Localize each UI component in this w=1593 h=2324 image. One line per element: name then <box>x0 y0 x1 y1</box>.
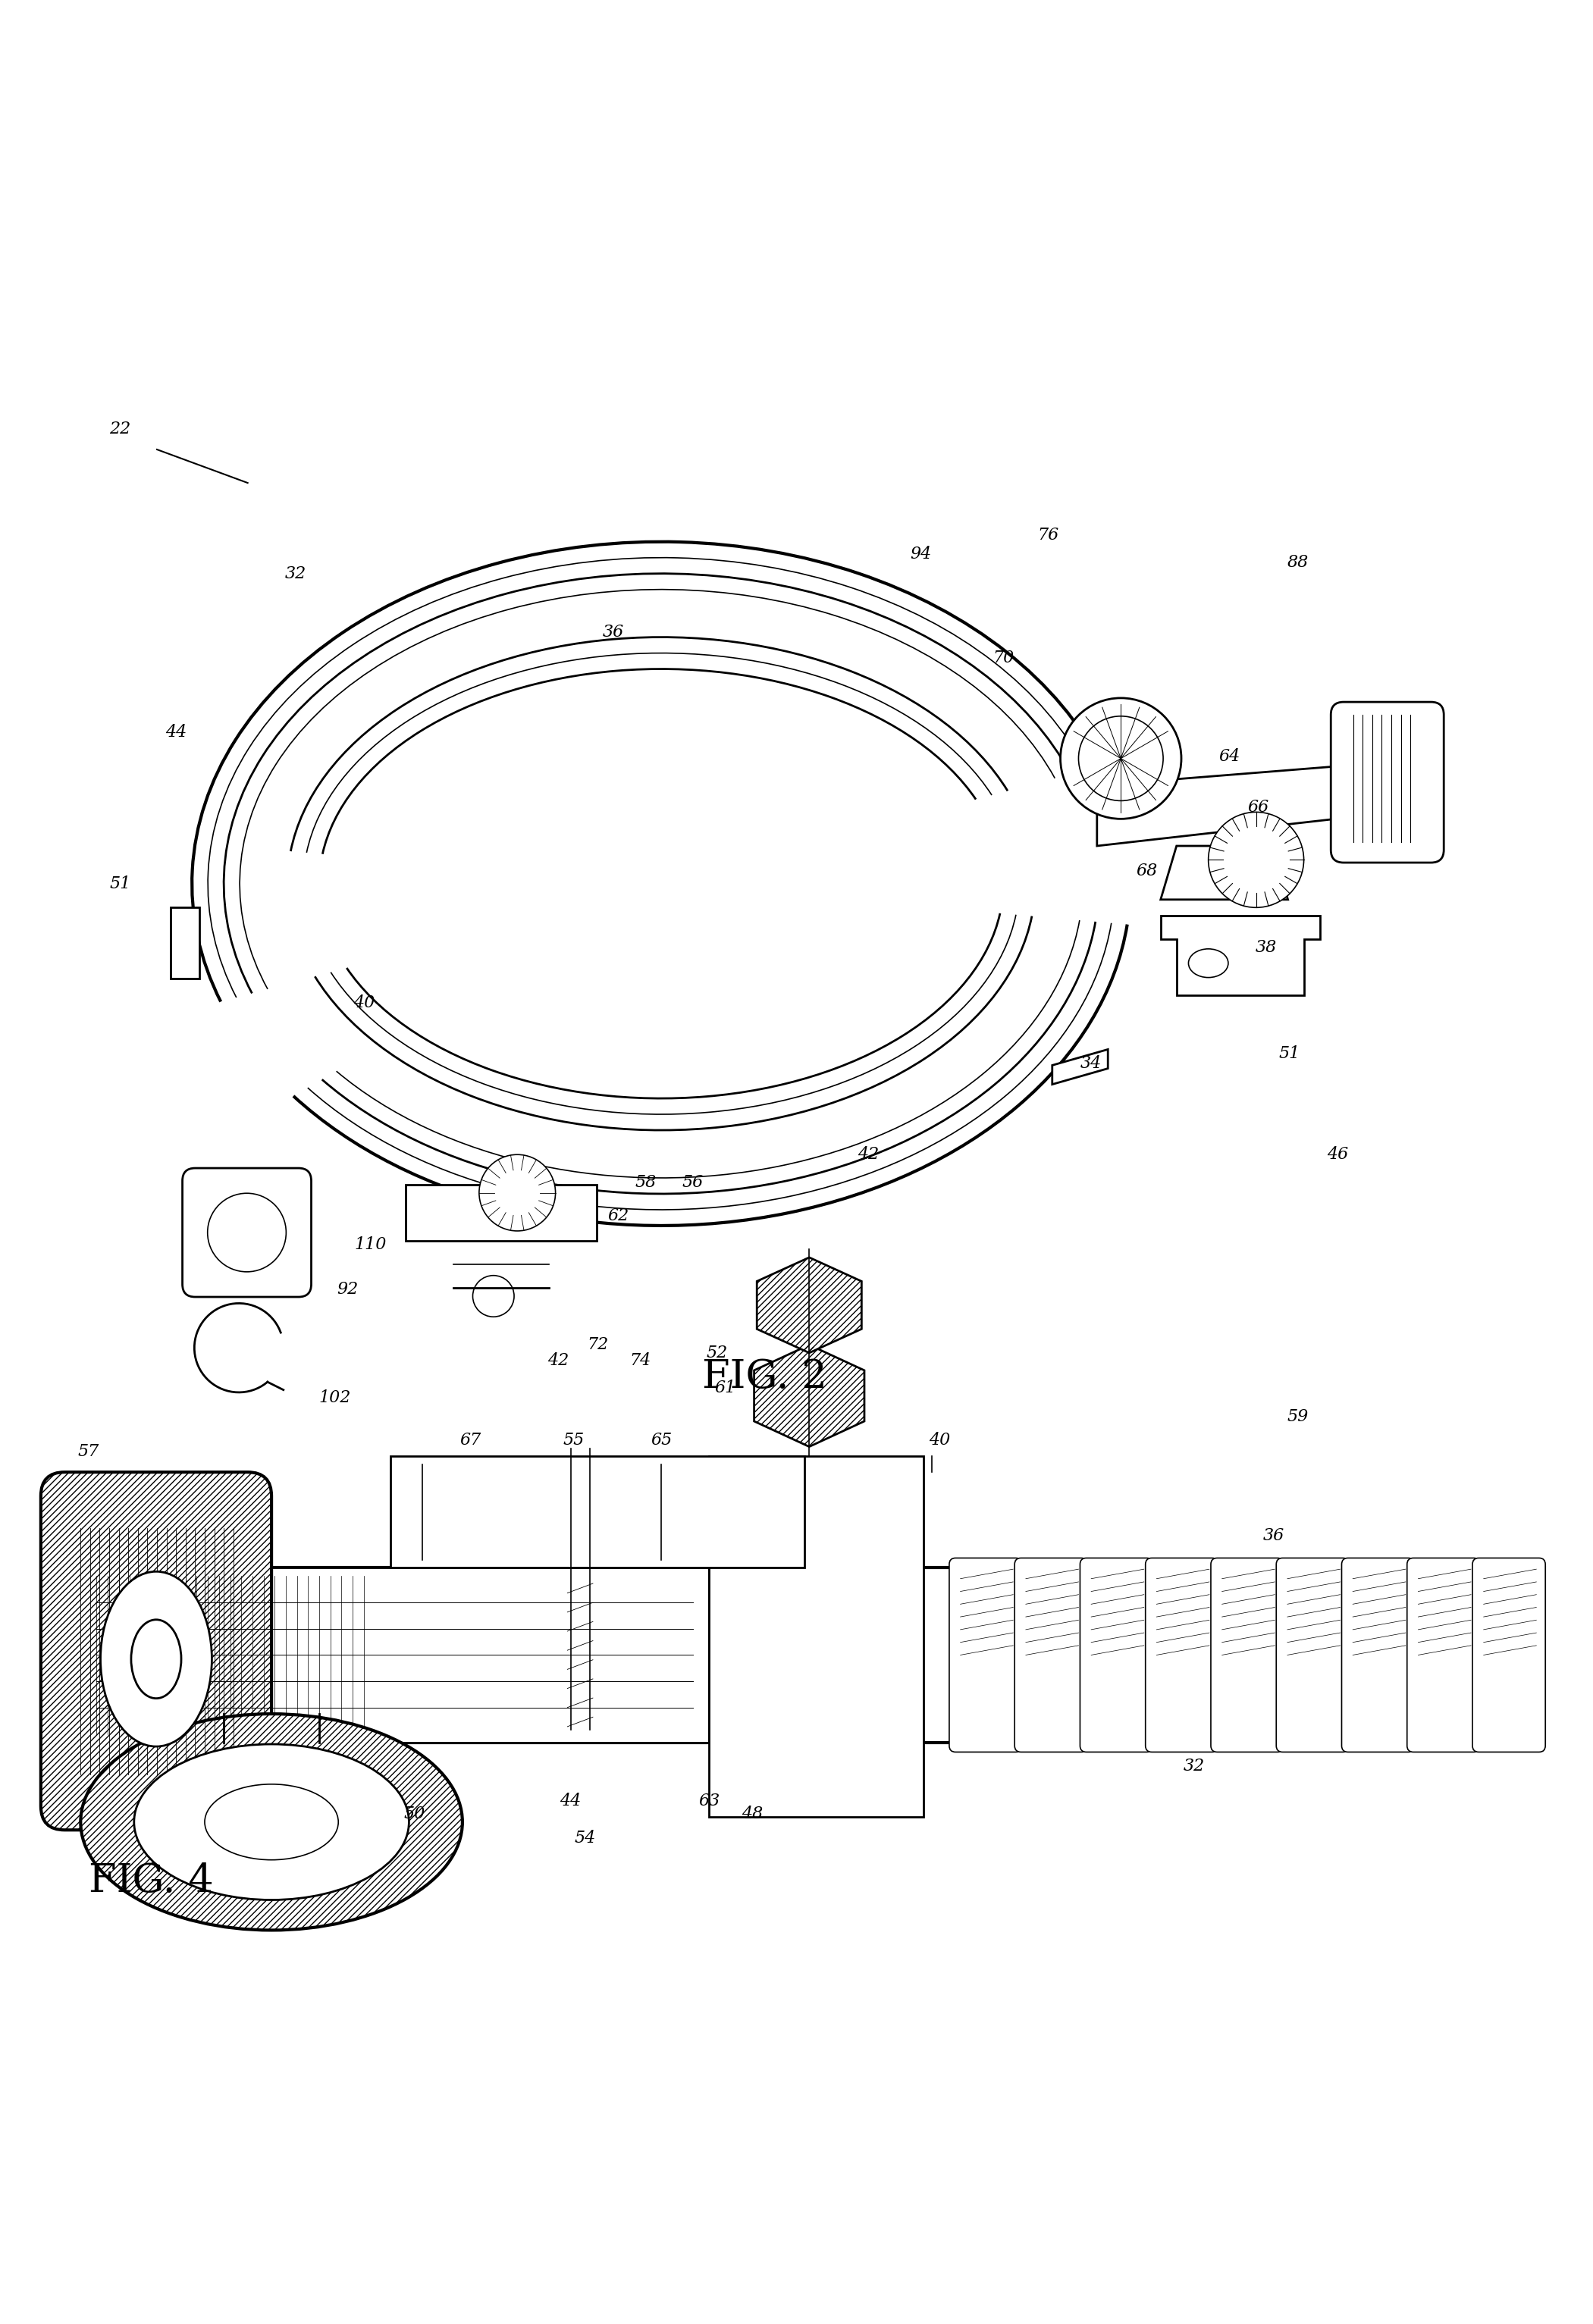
Text: 58: 58 <box>634 1174 656 1190</box>
Text: 56: 56 <box>682 1174 704 1190</box>
Bar <box>89 1569 709 1743</box>
Bar <box>89 1569 709 1743</box>
Text: 44: 44 <box>166 725 186 741</box>
Text: FIG. 2: FIG. 2 <box>703 1357 827 1397</box>
FancyBboxPatch shape <box>1276 1557 1349 1752</box>
Text: 36: 36 <box>602 625 624 641</box>
Polygon shape <box>1098 767 1335 846</box>
Text: 44: 44 <box>559 1794 581 1810</box>
Text: 48: 48 <box>741 1806 763 1822</box>
Text: 76: 76 <box>1037 528 1059 544</box>
FancyBboxPatch shape <box>1145 1557 1219 1752</box>
Bar <box>709 1457 924 1817</box>
FancyBboxPatch shape <box>41 1471 271 1829</box>
Bar <box>390 1457 804 1569</box>
Ellipse shape <box>131 1620 182 1699</box>
Polygon shape <box>753 1346 865 1446</box>
Text: 66: 66 <box>1247 799 1268 816</box>
Text: 51: 51 <box>110 876 131 892</box>
Text: 67: 67 <box>460 1432 481 1448</box>
Circle shape <box>479 1155 556 1232</box>
Text: 65: 65 <box>650 1432 672 1448</box>
Text: 34: 34 <box>1080 1055 1101 1071</box>
FancyBboxPatch shape <box>183 1169 311 1297</box>
Bar <box>709 1457 924 1817</box>
Text: 102: 102 <box>319 1390 350 1406</box>
Ellipse shape <box>81 1713 462 1931</box>
Polygon shape <box>170 906 199 978</box>
Text: 70: 70 <box>992 648 1015 667</box>
Text: 62: 62 <box>607 1208 629 1225</box>
Polygon shape <box>1161 916 1319 995</box>
Text: 64: 64 <box>1219 748 1239 765</box>
Text: 40: 40 <box>929 1432 951 1448</box>
FancyBboxPatch shape <box>1211 1557 1284 1752</box>
Text: 51: 51 <box>1279 1046 1300 1062</box>
FancyBboxPatch shape <box>1015 1557 1088 1752</box>
Ellipse shape <box>134 1745 409 1901</box>
Text: 32: 32 <box>285 565 306 581</box>
Text: FIG. 4: FIG. 4 <box>89 1862 213 1901</box>
Circle shape <box>1061 697 1182 818</box>
Text: 22: 22 <box>110 421 131 437</box>
Ellipse shape <box>100 1571 212 1745</box>
Text: 42: 42 <box>857 1146 879 1162</box>
Text: 88: 88 <box>1287 553 1308 572</box>
Polygon shape <box>406 1185 597 1241</box>
Text: 38: 38 <box>1255 939 1276 955</box>
Text: 61: 61 <box>714 1380 736 1397</box>
Text: 68: 68 <box>1136 862 1157 878</box>
FancyBboxPatch shape <box>1330 702 1443 862</box>
FancyBboxPatch shape <box>1472 1557 1545 1752</box>
FancyBboxPatch shape <box>1407 1557 1480 1752</box>
Text: 52: 52 <box>706 1346 728 1362</box>
Text: 54: 54 <box>573 1829 596 1845</box>
Text: 32: 32 <box>1184 1757 1204 1776</box>
Polygon shape <box>1053 1050 1107 1085</box>
Text: 42: 42 <box>546 1353 569 1369</box>
Polygon shape <box>1161 846 1287 899</box>
Circle shape <box>1209 811 1303 909</box>
Text: 46: 46 <box>1327 1146 1348 1162</box>
Text: 59: 59 <box>1287 1408 1308 1425</box>
Text: 57: 57 <box>78 1443 99 1459</box>
Text: 36: 36 <box>1263 1527 1284 1543</box>
Text: 55: 55 <box>562 1432 585 1448</box>
Text: 94: 94 <box>910 546 932 562</box>
FancyBboxPatch shape <box>1341 1557 1415 1752</box>
Text: 63: 63 <box>698 1794 720 1810</box>
Polygon shape <box>757 1257 862 1353</box>
Bar <box>89 1569 709 1743</box>
Text: 50: 50 <box>405 1806 425 1822</box>
Text: 74: 74 <box>629 1353 652 1369</box>
Text: 92: 92 <box>338 1281 358 1297</box>
Ellipse shape <box>204 1785 338 1859</box>
FancyBboxPatch shape <box>949 1557 1023 1752</box>
Text: 110: 110 <box>354 1236 386 1253</box>
Text: 40: 40 <box>354 995 374 1011</box>
Text: 72: 72 <box>586 1336 609 1353</box>
Bar <box>390 1457 804 1569</box>
FancyBboxPatch shape <box>89 1569 1544 1743</box>
FancyBboxPatch shape <box>1080 1557 1153 1752</box>
